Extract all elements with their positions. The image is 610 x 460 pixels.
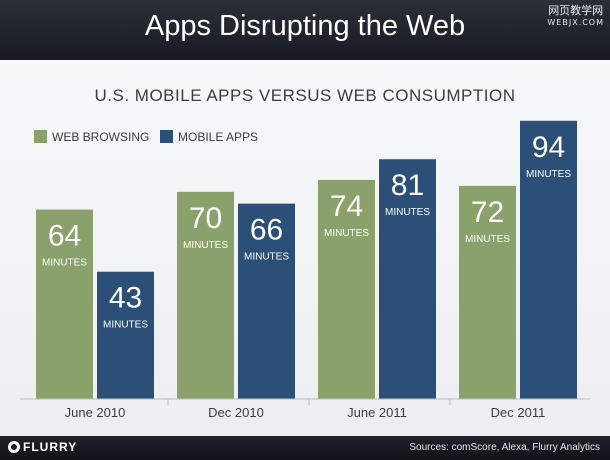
- sources-note: Sources: comScore, Alexa, Flurry Analyti…: [409, 442, 600, 453]
- chart-legend: WEB BROWSING MOBILE APPS: [34, 130, 258, 144]
- x-axis-ticks: June 2010 Dec 2010 June 2011 Dec 2011: [65, 399, 546, 420]
- legend-label-0: WEB BROWSING: [52, 130, 149, 144]
- bar-value-label: 70: [189, 202, 222, 235]
- bar-value-label: 81: [391, 169, 424, 202]
- flurry-logo: FLURRY: [8, 440, 77, 454]
- bar-unit-label: MINUTES: [465, 234, 510, 245]
- bar-unit-label: MINUTES: [183, 240, 228, 251]
- bar-0-0: [36, 209, 93, 399]
- legend-swatch-0: [34, 130, 47, 143]
- bar-1-1: [238, 203, 295, 399]
- page-title: Apps Disrupting the Web: [144, 10, 466, 42]
- legend-swatch-1: [160, 130, 173, 143]
- x-tick-label: Dec 2011: [491, 405, 546, 420]
- bar-unit-label: MINUTES: [385, 207, 430, 218]
- bar-1-3: [520, 120, 577, 399]
- legend-label-1: MOBILE APPS: [178, 130, 258, 144]
- flurry-logo-text: FLURRY: [23, 440, 78, 454]
- bar-value-label: 66: [250, 214, 283, 247]
- x-tick-label: June 2011: [347, 405, 407, 420]
- bar-value-label: 43: [109, 282, 142, 315]
- chart-title: U.S. MOBILE APPS VERSUS WEB CONSUMPTION: [95, 86, 516, 105]
- bar-unit-label: MINUTES: [42, 258, 87, 269]
- footer-bar: FLURRY Sources: comScore, Alexa, Flurry …: [0, 436, 610, 460]
- bar-0-1: [177, 191, 234, 399]
- bar-unit-label: MINUTES: [324, 228, 369, 239]
- x-tick-label: June 2010: [65, 405, 126, 420]
- bar-value-label: 64: [48, 220, 81, 253]
- bar-1-2: [379, 159, 436, 399]
- bar-value-label: 74: [330, 190, 363, 223]
- x-tick-label: Dec 2010: [208, 405, 264, 420]
- bar-unit-label: MINUTES: [526, 169, 571, 180]
- bar-chart: U.S. MOBILE APPS VERSUS WEB CONSUMPTION …: [20, 86, 590, 420]
- bar-unit-label: MINUTES: [103, 320, 148, 331]
- bar-0-2: [318, 179, 375, 399]
- bar-value-label: 72: [471, 196, 504, 229]
- header-bar: Apps Disrupting the Web 网页教学网 WEBJX.COM: [0, 0, 610, 60]
- bar-0-3: [459, 185, 516, 399]
- chart-panel: U.S. MOBILE APPS VERSUS WEB CONSUMPTION …: [0, 60, 610, 436]
- flurry-logo-icon: [8, 441, 20, 453]
- bar-value-label: 94: [532, 131, 565, 164]
- bar-1-0: [97, 271, 154, 399]
- bars-group: 64 MINUTES 43 MINUTES 70 MINUTES 66 MINUTES 74 MI…: [36, 120, 577, 399]
- watermark-logo: 网页教学网 WEBJX.COM: [547, 4, 604, 28]
- bar-unit-label: MINUTES: [244, 252, 289, 263]
